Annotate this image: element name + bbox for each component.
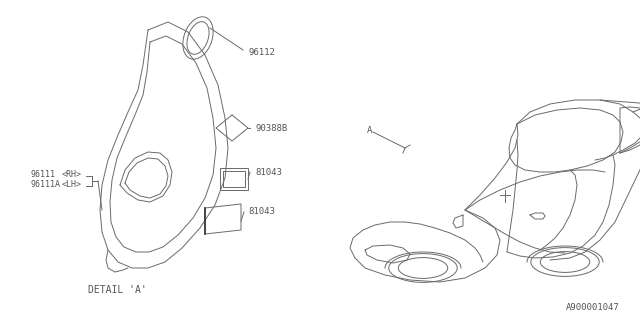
- Text: <LH>: <LH>: [62, 180, 82, 188]
- Bar: [220, 168, 248, 190]
- Text: 96111: 96111: [30, 170, 55, 179]
- Text: <RH>: <RH>: [62, 170, 82, 179]
- Text: 90388B: 90388B: [255, 124, 287, 132]
- Text: A: A: [367, 125, 372, 134]
- Text: 96112: 96112: [248, 47, 275, 57]
- Bar: [223, 171, 245, 187]
- Text: DETAIL 'A': DETAIL 'A': [88, 285, 147, 295]
- Text: 96111A: 96111A: [30, 180, 60, 188]
- Text: 81043: 81043: [255, 167, 282, 177]
- Text: 81043: 81043: [248, 207, 275, 217]
- Text: A900001047: A900001047: [566, 303, 620, 313]
